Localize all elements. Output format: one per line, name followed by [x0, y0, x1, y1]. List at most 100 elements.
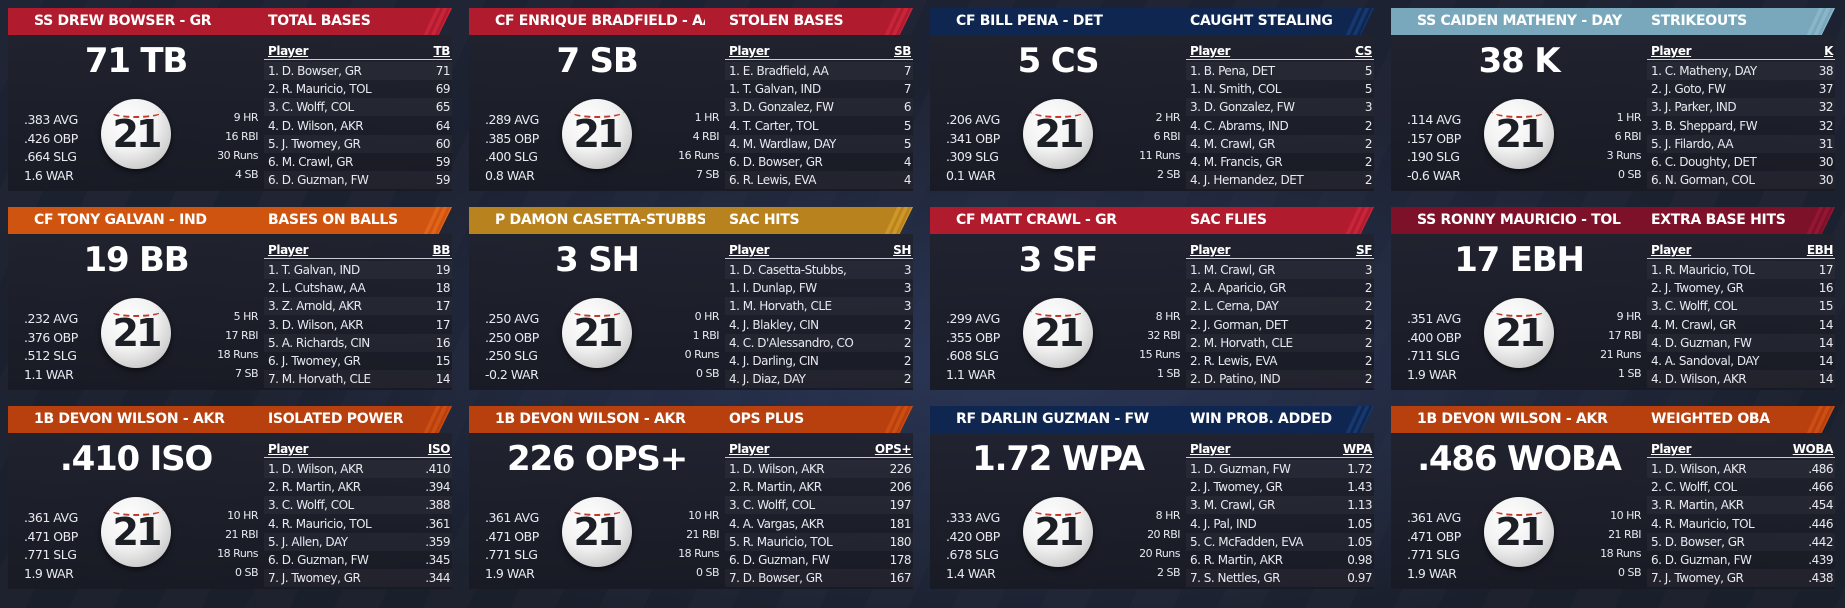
leaderboard-row[interactable]: 3. C. Wolff, COL .388 [264, 496, 452, 515]
leaderboard-row[interactable]: 1. D. Guzman, FW 1.72 [1186, 460, 1374, 478]
leaderboard-row[interactable]: 2. R. Lewis, EVA 2 [1186, 352, 1374, 370]
leaderboard-row[interactable]: 2. J. Gorman, DET 2 [1186, 316, 1374, 334]
leader-card[interactable]: P DAMON CASETTA-STUBBS - CC SAC HITS 3 SH.… [461, 207, 913, 399]
leaderboard-row[interactable]: 2. D. Patino, IND 2 [1186, 370, 1374, 389]
leader-card[interactable]: CF ENRIQUE BRADFIELD - AA STOLEN BASES 7 S… [461, 8, 913, 200]
leaderboard-row[interactable]: 2. L. Cerna, DAY 2 [1186, 297, 1374, 316]
leaderboard-row[interactable]: 1. B. Pena, DET 5 [1186, 62, 1374, 80]
leaderboard-row[interactable]: 7. J. Twomey, GR .344 [264, 569, 452, 588]
leaderboard-row[interactable]: 7. D. Bowser, GR 167 [725, 569, 913, 588]
leaderboard-row[interactable]: 7. J. Twomey, GR .438 [1647, 569, 1835, 588]
leaderboard-row[interactable]: 2. R. Martin, AKR .394 [264, 478, 452, 496]
leader-card[interactable]: SS CAIDEN MATHENY - DAY STRIKEOUTS 38 K .11… [1383, 8, 1835, 200]
leaderboard-row[interactable]: 5. R. Mauricio, TOL 180 [725, 532, 913, 551]
leaderboard-row[interactable]: 1. M. Horvath, CLE 3 [725, 297, 913, 316]
leaderboard-row[interactable]: 4. J. Hernandez, DET 2 [1186, 171, 1374, 190]
leaderboard-row[interactable]: 1. E. Bradfield, AA 7 [725, 62, 913, 80]
leaderboard-row[interactable]: 2. R. Mauricio, TOL 69 [264, 80, 452, 98]
leaderboard-row[interactable]: 6. R. Martin, AKR 0.98 [1186, 551, 1374, 569]
leaderboard-row[interactable]: 4. J. Pal, IND 1.05 [1186, 515, 1374, 533]
leaderboard-row[interactable]: 4. M. Wardlaw, DAY 5 [725, 134, 913, 153]
leaderboard-row[interactable]: 2. J. Twomey, GR 1.43 [1186, 478, 1374, 496]
leaderboard-row[interactable]: 1. I. Dunlap, FW 3 [725, 279, 913, 297]
leader-card[interactable]: SS RONNY MAURICIO - TOL EXTRA BASE HITS 17… [1383, 207, 1835, 399]
leaderboard-row[interactable]: 3. R. Martin, AKR .454 [1647, 496, 1835, 515]
leaderboard-row[interactable]: 6. D. Guzman, FW 178 [725, 551, 913, 569]
leaderboard-row[interactable]: 1. D. Wilson, AKR 226 [725, 460, 913, 478]
leaderboard-row[interactable]: 1. T. Galvan, IND 7 [725, 80, 913, 98]
card-player-name[interactable]: 1B DEVON WILSON - AKR [495, 411, 686, 427]
leaderboard-row[interactable]: 4. J. Diaz, DAY 2 [725, 370, 913, 389]
card-player-name[interactable]: 1B DEVON WILSON - AKR [1417, 411, 1608, 427]
leaderboard-row[interactable]: 3. C. Wolff, COL 15 [1647, 297, 1835, 316]
leaderboard-row[interactable]: 4. D. Guzman, FW 14 [1647, 333, 1835, 352]
leaderboard-row[interactable]: 6. J. Twomey, GR 15 [264, 352, 452, 370]
leader-card[interactable]: 1B DEVON WILSON - AKR WEIGHTED OBA .486 WO… [1383, 406, 1835, 598]
leaderboard-row[interactable]: 2. J. Twomey, GR 16 [1647, 279, 1835, 297]
leaderboard-row[interactable]: 6. D. Guzman, FW 59 [264, 171, 452, 190]
leaderboard-row[interactable]: 3. D. Gonzalez, FW 6 [725, 98, 913, 117]
leader-card[interactable]: 1B DEVON WILSON - AKR ISOLATED POWER .410 … [0, 406, 452, 598]
card-player-name[interactable]: SS RONNY MAURICIO - TOL [1417, 212, 1621, 228]
leaderboard-row[interactable]: 6. C. Doughty, DET 30 [1647, 153, 1835, 171]
leaderboard-row[interactable]: 1. R. Mauricio, TOL 17 [1647, 261, 1835, 279]
leaderboard-row[interactable]: 4. A. Sandoval, DAY 14 [1647, 352, 1835, 370]
leaderboard-row[interactable]: 6. N. Gorman, COL 30 [1647, 171, 1835, 190]
leaderboard-row[interactable]: 5. J. Twomey, GR 60 [264, 134, 452, 153]
card-player-name[interactable]: 1B DEVON WILSON - AKR [34, 411, 225, 427]
card-player-name[interactable]: RF DARLIN GUZMAN - FW [956, 411, 1149, 427]
leaderboard-row[interactable]: 3. M. Crawl, GR 1.13 [1186, 496, 1374, 515]
leaderboard-row[interactable]: 4. C. Abrams, IND 2 [1186, 117, 1374, 135]
leader-card[interactable]: CF MATT CRAWL - GR SAC FLIES 3 SF .299 AVG 8… [922, 207, 1374, 399]
leaderboard-row[interactable]: 4. R. Mauricio, TOL .446 [1647, 515, 1835, 533]
leader-card[interactable]: CF BILL PENA - DET CAUGHT STEALING 5 CS .20… [922, 8, 1374, 200]
leaderboard-row[interactable]: 4. A. Vargas, AKR 181 [725, 515, 913, 533]
leaderboard-row[interactable]: 3. B. Sheppard, FW 32 [1647, 117, 1835, 135]
leaderboard-row[interactable]: 6. R. Lewis, EVA 4 [725, 171, 913, 190]
leaderboard-row[interactable]: 3. C. Wolff, COL 65 [264, 98, 452, 117]
leaderboard-row[interactable]: 3. C. Wolff, COL 197 [725, 496, 913, 515]
leaderboard-row[interactable]: 2. M. Horvath, CLE 2 [1186, 333, 1374, 352]
card-player-name[interactable]: P DAMON CASETTA-STUBBS - CC [495, 212, 705, 228]
leaderboard-row[interactable]: 1. M. Crawl, GR 3 [1186, 261, 1374, 279]
card-player-name[interactable]: CF BILL PENA - DET [956, 13, 1103, 29]
leaderboard-row[interactable]: 4. J. Blakley, CIN 2 [725, 316, 913, 334]
leaderboard-row[interactable]: 5. J. Filardo, AA 31 [1647, 134, 1835, 153]
leaderboard-row[interactable]: 6. D. Bowser, GR 4 [725, 153, 913, 171]
leaderboard-row[interactable]: 2. R. Martin, AKR 206 [725, 478, 913, 496]
leaderboard-row[interactable]: 4. M. Francis, GR 2 [1186, 153, 1374, 171]
leader-card[interactable]: RF DARLIN GUZMAN - FW WIN PROB. ADDED 1.72… [922, 406, 1374, 598]
leaderboard-row[interactable]: 4. M. Crawl, GR 2 [1186, 134, 1374, 153]
leaderboard-row[interactable]: 6. D. Guzman, FW .439 [1647, 551, 1835, 569]
card-player-name[interactable]: SS DREW BOWSER - GR [34, 13, 212, 29]
leaderboard-row[interactable]: 6. D. Guzman, FW .345 [264, 551, 452, 569]
leaderboard-row[interactable]: 3. Z. Arnold, AKR 17 [264, 297, 452, 316]
leaderboard-row[interactable]: 4. R. Mauricio, TOL .361 [264, 515, 452, 533]
leaderboard-row[interactable]: 1. C. Matheny, DAY 38 [1647, 62, 1835, 80]
leaderboard-row[interactable]: 5. D. Bowser, GR .442 [1647, 532, 1835, 551]
leaderboard-row[interactable]: 3. J. Parker, IND 32 [1647, 98, 1835, 117]
leaderboard-row[interactable]: 5. C. McFadden, EVA 1.05 [1186, 532, 1374, 551]
card-player-name[interactable]: CF ENRIQUE BRADFIELD - AA [495, 13, 705, 29]
leaderboard-row[interactable]: 5. A. Richards, CIN 16 [264, 333, 452, 352]
leader-card[interactable]: CF TONY GALVAN - IND BASES ON BALLS 19 BB.… [0, 207, 452, 399]
card-player-name[interactable]: SS CAIDEN MATHENY - DAY [1417, 13, 1622, 29]
leaderboard-row[interactable]: 4. D. Wilson, AKR 64 [264, 117, 452, 135]
leaderboard-row[interactable]: 2. A. Aparicio, GR 2 [1186, 279, 1374, 297]
leaderboard-row[interactable]: 3. D. Gonzalez, FW 3 [1186, 98, 1374, 117]
leaderboard-row[interactable]: 4. C. D'Alessandro, CO 2 [725, 333, 913, 352]
leaderboard-row[interactable]: 7. S. Nettles, GR 0.97 [1186, 569, 1374, 588]
leaderboard-row[interactable]: 1. D. Wilson, AKR .486 [1647, 460, 1835, 478]
leaderboard-row[interactable]: 4. D. Wilson, AKR 14 [1647, 370, 1835, 389]
leaderboard-row[interactable]: 3. D. Wilson, AKR 17 [264, 316, 452, 334]
leaderboard-row[interactable]: 1. T. Galvan, IND 19 [264, 261, 452, 279]
card-player-name[interactable]: CF MATT CRAWL - GR [956, 212, 1117, 228]
leaderboard-row[interactable]: 6. M. Crawl, GR 59 [264, 153, 452, 171]
leaderboard-row[interactable]: 4. J. Darling, CIN 2 [725, 352, 913, 370]
leaderboard-row[interactable]: 1. D. Casetta-Stubbs, 3 [725, 261, 913, 279]
leaderboard-row[interactable]: 2. L. Cutshaw, AA 18 [264, 279, 452, 297]
leader-card[interactable]: 1B DEVON WILSON - AKR OPS PLUS 226 OPS+ .36… [461, 406, 913, 598]
leaderboard-row[interactable]: 5. J. Allen, DAY .359 [264, 532, 452, 551]
leader-card[interactable]: SS DREW BOWSER - GR TOTAL BASES 71 TB .383 … [0, 8, 452, 200]
card-player-name[interactable]: CF TONY GALVAN - IND [34, 212, 207, 228]
